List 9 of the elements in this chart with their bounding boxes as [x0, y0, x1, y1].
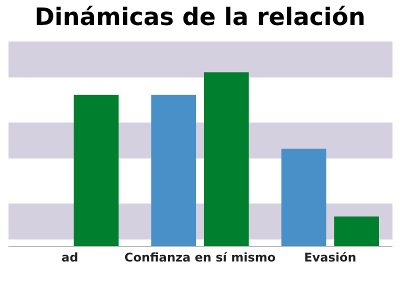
x-tick-label: ad	[61, 250, 78, 264]
bar	[151, 94, 196, 246]
bar	[281, 148, 326, 246]
x-tick-label: Evasión	[304, 250, 356, 264]
bar	[74, 94, 119, 246]
x-tick-label: Confianza en sí mismo	[124, 250, 276, 264]
bar	[204, 72, 249, 246]
chart-title: Dinámicas de la relación	[34, 3, 366, 31]
bar	[334, 216, 379, 246]
